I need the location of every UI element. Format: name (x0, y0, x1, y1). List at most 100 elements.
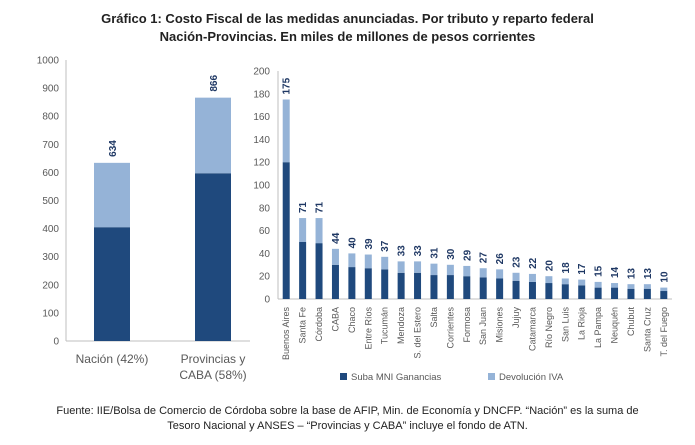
chart2-bar-iva (611, 283, 619, 288)
chart2-bar-ganancias (594, 287, 602, 299)
chart2-bar-iva (545, 276, 553, 284)
chart2-category-label: Formosa (462, 307, 472, 343)
chart2-y-tick-label: 20 (259, 272, 271, 283)
chart2-bar-ganancias (561, 284, 569, 299)
chart1-y-tick-label: 900 (42, 84, 59, 95)
chart2-bar-ganancias (397, 272, 405, 299)
chart2-total-label: 33 (413, 245, 424, 257)
chart2-bar-iva (627, 284, 635, 289)
chart2-bar-iva (463, 265, 471, 277)
chart2-category-label: Jujuy (511, 307, 521, 329)
chart2-category-label: San Juan (478, 307, 488, 345)
chart2-y-tick-label: 140 (253, 135, 270, 146)
chart2-bar-iva (528, 273, 536, 282)
chart2-category-label: Córdoba (314, 307, 324, 342)
chart2-bar-ganancias (381, 269, 389, 299)
chart2-total-label: 20 (544, 260, 555, 272)
chart2-bar-ganancias (627, 288, 635, 299)
chart2-category-label: Corrientes (445, 307, 455, 349)
chart2-bar-iva (561, 278, 569, 285)
chart2-y-tick-label: 120 (253, 158, 270, 169)
chart2-bar-ganancias (315, 243, 323, 299)
chart1-y-tick-label: 200 (42, 280, 59, 291)
chart2-bar-iva (430, 263, 438, 276)
chart2-y-tick-label: 180 (253, 89, 270, 100)
chart1-y-tick-label: 300 (42, 252, 59, 263)
chart2-y-tick-label: 40 (259, 249, 271, 260)
chart1-y-tick-label: 700 (42, 140, 59, 151)
chart2-bar-iva (512, 272, 520, 281)
chart2-bar-iva (397, 261, 405, 273)
chart2-bar-ganancias (446, 275, 454, 299)
chart2-total-label: 71 (298, 201, 309, 213)
chart2-category-label: CABA (330, 307, 340, 332)
chart2-bar-iva (660, 287, 668, 292)
chart-title: Gráfico 1: Costo Fiscal de las medidas a… (0, 10, 695, 46)
chart2-bar-iva (381, 256, 389, 270)
chart2-total-label: 44 (331, 232, 342, 244)
chart2-bar-ganancias (282, 162, 290, 299)
chart1-y-tick-label: 800 (42, 112, 59, 123)
chart2-bar-iva (479, 268, 487, 278)
chart2-y-tick-label: 0 (264, 295, 270, 306)
chart2-category-label: Buenos Aires (281, 307, 291, 361)
chart2-y-tick-label: 160 (253, 112, 270, 123)
chart2-total-label: 37 (380, 240, 391, 252)
chart2-y-tick-label: 80 (259, 203, 271, 214)
chart2-bar-ganancias (479, 277, 487, 299)
chart2-bar-ganancias (463, 276, 471, 299)
chart2-bar-ganancias (660, 291, 668, 299)
chart2-bar-ganancias (512, 280, 520, 299)
chart2-bar-iva (299, 218, 307, 242)
source-line-1: Fuente: IIE/Bolsa de Comercio de Córdoba… (56, 405, 639, 417)
chart2-total-label: 29 (462, 249, 473, 261)
chart2-total-label: 17 (577, 263, 588, 275)
chart2-category-label: Misiones (495, 307, 505, 343)
chart2-total-label: 22 (528, 257, 539, 269)
chart2-total-label: 23 (512, 256, 523, 268)
chart1-y-tick-label: 1000 (37, 56, 60, 67)
chart1-y-tick-label: 500 (42, 196, 59, 207)
chart2-bar-ganancias (528, 281, 536, 299)
chart2-total-label: 175 (282, 77, 293, 94)
legend-label: Suba MNI Ganancias (351, 372, 442, 383)
chart2-y-tick-label: 100 (253, 181, 270, 192)
chart2-bar-iva (331, 248, 339, 265)
chart2-bar-iva (315, 218, 323, 244)
chart-title-line-2: Nación-Provincias. En miles de millones … (159, 29, 536, 44)
chart2-category-label: Santa Fe (298, 307, 308, 344)
chart2-total-label: 18 (561, 262, 572, 274)
chart2-bar-ganancias (545, 283, 553, 299)
chart1-y-tick-label: 600 (42, 168, 59, 179)
chart2-bar-ganancias (578, 285, 586, 299)
chart2-category-label: Salta (429, 307, 439, 328)
chart2-bar-ganancias (348, 267, 356, 299)
chart1-category-label: Provincias y (181, 352, 246, 366)
chart2-total-label: 15 (594, 265, 605, 277)
chart2-total-label: 13 (626, 268, 637, 280)
chart2-category-label: La Pampa (593, 307, 603, 348)
source-line-2: Tesoro Nacional y ANSES – “Provincias y … (167, 420, 528, 432)
chart1-y-tick-label: 100 (42, 308, 59, 319)
chart2-total-label: 39 (364, 238, 375, 250)
chart2-total-label: 71 (315, 201, 326, 213)
chart2-bar-iva (578, 279, 586, 286)
chart2-category-label: Tucumán (380, 307, 390, 344)
chart2-category-label: Mendoza (396, 307, 406, 344)
chart2-category-label: Río Negro (544, 307, 554, 348)
chart2-category-label: Neuquén (610, 307, 620, 344)
chart2-bar-iva (282, 99, 290, 163)
chart2-y-tick-label: 200 (253, 67, 270, 78)
chart2-bar-ganancias (331, 264, 339, 299)
chart1-bar-ganancias (94, 227, 130, 341)
legend-swatch-iva (488, 373, 495, 380)
chart2-total-label: 14 (610, 266, 621, 278)
chart2-bar-ganancias (430, 275, 438, 299)
chart2-bar-ganancias (299, 242, 307, 299)
chart2-bar-ganancias (414, 272, 422, 299)
chart1-total-label: 866 (209, 75, 220, 92)
chart2-total-label: 13 (643, 268, 654, 280)
chart2-category-label: La Rioja (577, 307, 587, 340)
chart2-total-label: 30 (446, 248, 457, 260)
